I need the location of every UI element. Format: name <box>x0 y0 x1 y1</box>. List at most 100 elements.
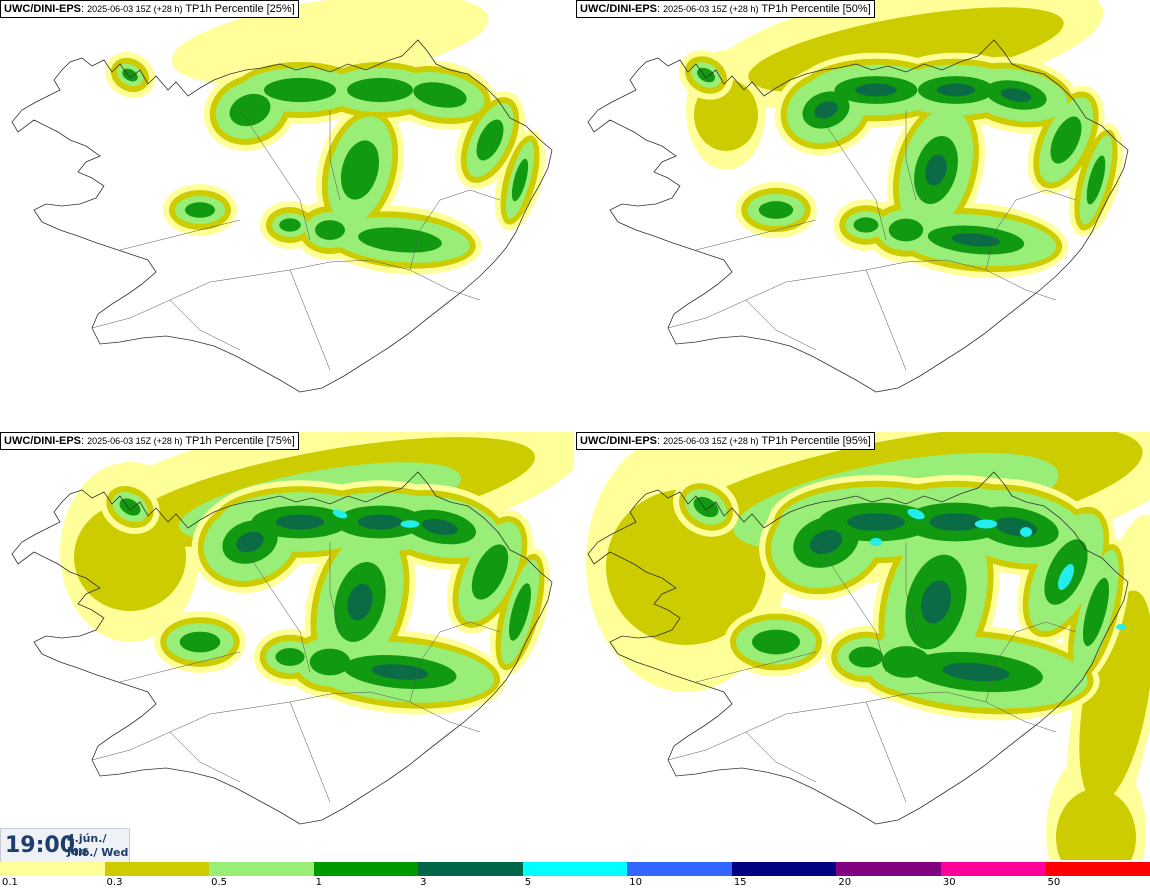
precip-contour <box>347 583 373 621</box>
color-legend: 0.1 0.3 0.5 1 3 5 10 15 20 30 50 <box>0 862 1150 891</box>
coastline <box>587 39 1129 393</box>
valid-weekday: Mið./ Wed <box>67 846 129 859</box>
legend-swatch <box>209 862 314 876</box>
precip-contour <box>974 519 998 529</box>
precip-contour <box>400 520 420 528</box>
precip-contour <box>357 514 403 530</box>
map-panel-p50: UWC/DINI-EPS: 2025-06-03 15Z (+28 h) TP1… <box>576 0 1150 428</box>
precip-contour <box>758 201 794 219</box>
precip-contour <box>422 519 458 535</box>
model-name: UWC/DINI-EPS <box>4 435 81 447</box>
legend-color-bar <box>0 862 1150 876</box>
precip-contour <box>471 544 509 600</box>
road-lines <box>91 541 501 803</box>
legend-swatch <box>418 862 523 876</box>
map-panel-p95: UWC/DINI-EPS: 2025-06-03 15Z (+28 h) TP1… <box>576 432 1150 860</box>
precip-contour <box>855 83 897 97</box>
road-lines <box>667 541 1077 803</box>
param-label: TP1h Percentile [75%] <box>185 435 295 447</box>
precip-contour <box>122 68 138 82</box>
coastline <box>587 471 1129 825</box>
precip-contour <box>413 82 467 108</box>
legend-swatch <box>522 862 628 876</box>
legend-swatch <box>940 862 1046 876</box>
precip-contour <box>1020 527 1032 537</box>
legend-tick-label: 50 <box>1047 877 1061 888</box>
precip-contour <box>1057 564 1075 590</box>
precip-contour <box>951 233 1001 247</box>
coastline <box>11 471 553 825</box>
run-time: 2025-06-03 15Z (+28 h) <box>87 436 183 446</box>
legend-swatch <box>1045 862 1150 876</box>
precip-contour <box>340 140 380 200</box>
precip-contour <box>809 530 843 554</box>
precip-contour <box>275 648 305 666</box>
precip-contour <box>315 220 345 240</box>
precip-contour <box>74 503 186 611</box>
precip-contour <box>1050 116 1082 164</box>
valid-time-box: 19:00 4.jún./ Jun Mið./ Wed <box>0 828 130 863</box>
precip-contour <box>347 77 413 103</box>
map-panel-p25: UWC/DINI-EPS: 2025-06-03 15Z (+28 h) TP1… <box>0 0 574 428</box>
legend-tick-label: 3 <box>420 877 427 888</box>
precip-contour <box>185 202 215 218</box>
map-panel-p75: UWC/DINI-EPS: 2025-06-03 15Z (+28 h) TP1… <box>0 432 574 860</box>
road-lines <box>91 109 501 371</box>
precip-contour <box>511 158 529 202</box>
precip-contour <box>1083 577 1109 647</box>
precip-contour <box>179 631 221 653</box>
coastline <box>11 39 553 393</box>
legend-tick-label: 10 <box>629 877 642 888</box>
precip-contour <box>358 227 442 253</box>
precip-map-p95 <box>586 432 1150 860</box>
legend-tick-label: 0.3 <box>106 877 123 888</box>
precip-contour <box>848 646 884 668</box>
precip-contour <box>870 538 882 546</box>
precip-contour <box>937 83 975 97</box>
precip-map-p75 <box>11 432 574 825</box>
legend-swatch <box>836 862 941 876</box>
road-lines <box>667 109 1077 371</box>
panel-title: UWC/DINI-EPS: 2025-06-03 15Z (+28 h) TP1… <box>0 0 299 18</box>
legend-swatch <box>313 862 419 876</box>
legend-tick-label: 15 <box>733 877 747 888</box>
panel-title: UWC/DINI-EPS: 2025-06-03 15Z (+28 h) TP1… <box>576 432 875 450</box>
precip-contour <box>942 662 1010 682</box>
valid-time: 19:00 <box>5 833 76 858</box>
precip-contour <box>1000 88 1032 102</box>
model-name: UWC/DINI-EPS <box>580 435 657 447</box>
precip-contour <box>847 513 905 531</box>
run-time: 2025-06-03 15Z (+28 h) <box>663 436 759 446</box>
param-label: TP1h Percentile [25%] <box>185 3 295 15</box>
precip-contour <box>920 580 952 624</box>
valid-date: 4.jún./ Jun <box>67 832 107 858</box>
legend-swatch <box>104 862 210 876</box>
model-name: UWC/DINI-EPS <box>4 3 81 15</box>
precip-contour <box>1086 155 1106 205</box>
param-label: TP1h Percentile [50%] <box>761 3 871 15</box>
precip-contour <box>275 514 325 530</box>
legend-tick-label: 20 <box>838 877 852 888</box>
legend-tick-label: 0.1 <box>2 877 18 888</box>
run-time: 2025-06-03 15Z (+28 h) <box>663 4 759 14</box>
precip-contour <box>279 218 301 232</box>
precip-contour <box>752 629 800 655</box>
precip-contour <box>907 508 925 520</box>
precip-contour <box>929 513 983 531</box>
precip-contour <box>882 646 930 678</box>
precip-contour <box>371 664 429 680</box>
precip-contour <box>888 218 924 242</box>
precip-map-p25 <box>11 0 553 393</box>
model-name: UWC/DINI-EPS <box>580 3 657 15</box>
precip-contour <box>264 77 336 103</box>
run-time: 2025-06-03 15Z (+28 h) <box>87 4 183 14</box>
legend-swatch <box>627 862 732 876</box>
legend-tick-label: 0.5 <box>211 877 227 888</box>
precip-contour <box>476 119 504 161</box>
precip-contour <box>853 217 879 233</box>
precip-contour <box>925 154 947 186</box>
precip-contour <box>229 93 271 127</box>
precip-contour <box>309 648 351 676</box>
panel-title: UWC/DINI-EPS: 2025-06-03 15Z (+28 h) TP1… <box>0 432 299 450</box>
legend-tick-label: 1 <box>315 877 322 888</box>
